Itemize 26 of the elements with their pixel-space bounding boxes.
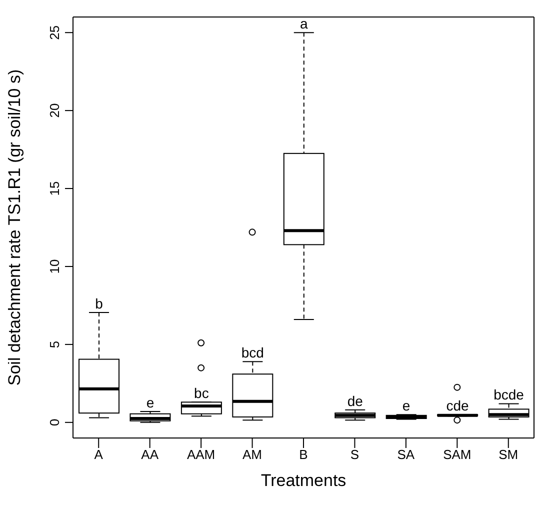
- annotation: e: [146, 394, 154, 410]
- x-tick-label: SM: [498, 447, 518, 462]
- y-tick-label: 15: [47, 181, 62, 196]
- x-tick-label: S: [350, 447, 360, 462]
- y-tick-label: 5: [47, 340, 62, 348]
- y-axis-title: Soil detachment rate TS1.R1 (gr soil/10 s): [5, 69, 24, 386]
- annotation: cde: [446, 398, 470, 414]
- y-tick-label: 0: [47, 418, 62, 426]
- x-axis-title: Treatments: [260, 471, 346, 490]
- annotation: bcde: [494, 386, 524, 403]
- annotation: bc: [194, 385, 209, 402]
- y-tick-label: 20: [47, 103, 62, 118]
- annotation: b: [95, 295, 104, 312]
- x-tick-label: SA: [397, 447, 415, 462]
- x-tick-label: B: [299, 447, 308, 462]
- annotation: bcd: [241, 344, 264, 361]
- y-tick-label: 10: [47, 259, 62, 274]
- x-tick-label: SAM: [443, 447, 472, 462]
- x-tick-label: AM: [242, 447, 262, 462]
- y-tick-label: 25: [47, 25, 62, 40]
- x-tick-label: AAM: [186, 447, 216, 462]
- annotation: de: [347, 392, 364, 409]
- annotation: a: [300, 16, 308, 32]
- x-tick-label: A: [94, 447, 104, 462]
- annotation: e: [402, 398, 410, 414]
- x-tick-label: AA: [141, 447, 159, 462]
